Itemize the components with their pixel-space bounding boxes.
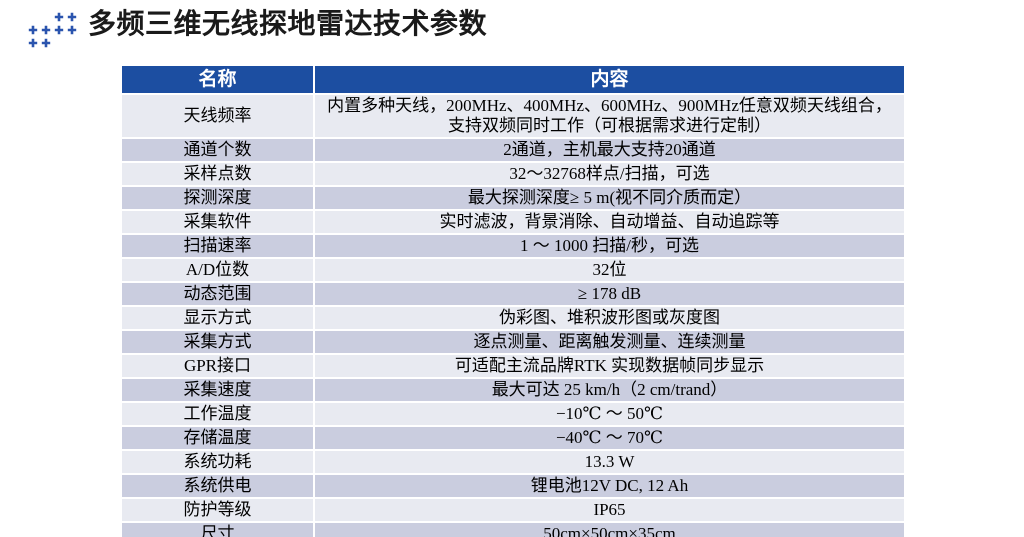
table-row: 天线频率 内置多种天线，200MHz、400MHz、600MHz、900MHz任…	[120, 93, 906, 139]
param-value-cell: 伪彩图、堆积波形图或灰度图	[313, 305, 906, 331]
param-name-cell: 防护等级	[120, 497, 315, 523]
param-name-cell: 扫描速率	[120, 233, 315, 259]
param-value-cell: 32～32768样点/扫描，可选	[313, 161, 906, 187]
param-name-cell: 工作温度	[120, 401, 315, 427]
param-name-cell: 探测深度	[120, 185, 315, 211]
param-name-cell: 系统功耗	[120, 449, 315, 475]
param-value-cell: 1 ～ 1000 扫描/秒，可选	[313, 233, 906, 259]
param-name-cell: 尺寸	[120, 521, 315, 537]
param-name-cell: 系统供电	[120, 473, 315, 499]
param-value-cell: 32位	[313, 257, 906, 283]
param-value-cell: 可适配主流品牌RTK 实现数据帧同步显示	[313, 353, 906, 379]
table-row: 探测深度 最大探测深度≥ 5 m(视不同介质而定）	[120, 185, 906, 211]
param-value-cell: 2通道，主机最大支持20通道	[313, 137, 906, 163]
param-value-cell: IP65	[313, 497, 906, 523]
param-name-cell: 采样点数	[120, 161, 315, 187]
table-row: 存储温度 −40℃ ～ 70℃	[120, 425, 906, 451]
param-name-cell: 天线频率	[120, 93, 315, 139]
param-name-cell: GPR接口	[120, 353, 315, 379]
table-row: 尺寸 50cm×50cm×35cm	[120, 521, 906, 537]
table-row: 扫描速率 1 ～ 1000 扫描/秒，可选	[120, 233, 906, 259]
param-name-cell: 通道个数	[120, 137, 315, 163]
param-value-cell: 锂电池12V DC, 12 Ah	[313, 473, 906, 499]
param-name-cell: 采集方式	[120, 329, 315, 355]
param-name-cell: 采集软件	[120, 209, 315, 235]
param-name-cell: A/D位数	[120, 257, 315, 283]
table-row: 采集方式 逐点测量、距离触发测量、连续测量	[120, 329, 906, 355]
spec-table: 名称 内容 天线频率 内置多种天线，200MHz、400MHz、600MHz、9…	[120, 64, 906, 537]
table-row: 采样点数 32～32768样点/扫描，可选	[120, 161, 906, 187]
header: 多频三维无线探地雷达技术参数	[26, 6, 487, 50]
param-value-cell: 内置多种天线，200MHz、400MHz、600MHz、900MHz任意双频天线…	[313, 93, 906, 139]
table-row: 显示方式 伪彩图、堆积波形图或灰度图	[120, 305, 906, 331]
param-value-cell: 13.3 W	[313, 449, 906, 475]
param-name-cell: 采集速度	[120, 377, 315, 403]
column-header-content: 内容	[313, 64, 906, 95]
param-value-cell: −10℃ ～ 50℃	[313, 401, 906, 427]
table-row: 防护等级 IP65	[120, 497, 906, 523]
param-name-cell: 存储温度	[120, 425, 315, 451]
param-value-cell: 实时滤波，背景消除、自动增益、自动追踪等	[313, 209, 906, 235]
table-row: A/D位数 32位	[120, 257, 906, 283]
param-value-cell: 逐点测量、距离触发测量、连续测量	[313, 329, 906, 355]
table-row: 动态范围 ≥ 178 dB	[120, 281, 906, 307]
table-row: 通道个数 2通道，主机最大支持20通道	[120, 137, 906, 163]
param-name-cell: 显示方式	[120, 305, 315, 331]
table-row: 系统功耗 13.3 W	[120, 449, 906, 475]
table-row: GPR接口 可适配主流品牌RTK 实现数据帧同步显示	[120, 353, 906, 379]
param-value-cell: 最大可达 25 km/h（2 cm/trand）	[313, 377, 906, 403]
param-name-cell: 动态范围	[120, 281, 315, 307]
page-title: 多频三维无线探地雷达技术参数	[88, 8, 488, 39]
plus-cluster-icon	[26, 10, 78, 50]
column-header-name: 名称	[120, 64, 315, 95]
param-value-cell: 50cm×50cm×35cm	[313, 521, 906, 537]
table-row: 采集速度 最大可达 25 km/h（2 cm/trand）	[120, 377, 906, 403]
table-row: 工作温度 −10℃ ～ 50℃	[120, 401, 906, 427]
param-value-cell: −40℃ ～ 70℃	[313, 425, 906, 451]
table-header-row: 名称 内容	[120, 64, 906, 95]
param-value-cell: ≥ 178 dB	[313, 281, 906, 307]
table-row: 系统供电 锂电池12V DC, 12 Ah	[120, 473, 906, 499]
table-row: 采集软件 实时滤波，背景消除、自动增益、自动追踪等	[120, 209, 906, 235]
param-value-cell: 最大探测深度≥ 5 m(视不同介质而定）	[313, 185, 906, 211]
